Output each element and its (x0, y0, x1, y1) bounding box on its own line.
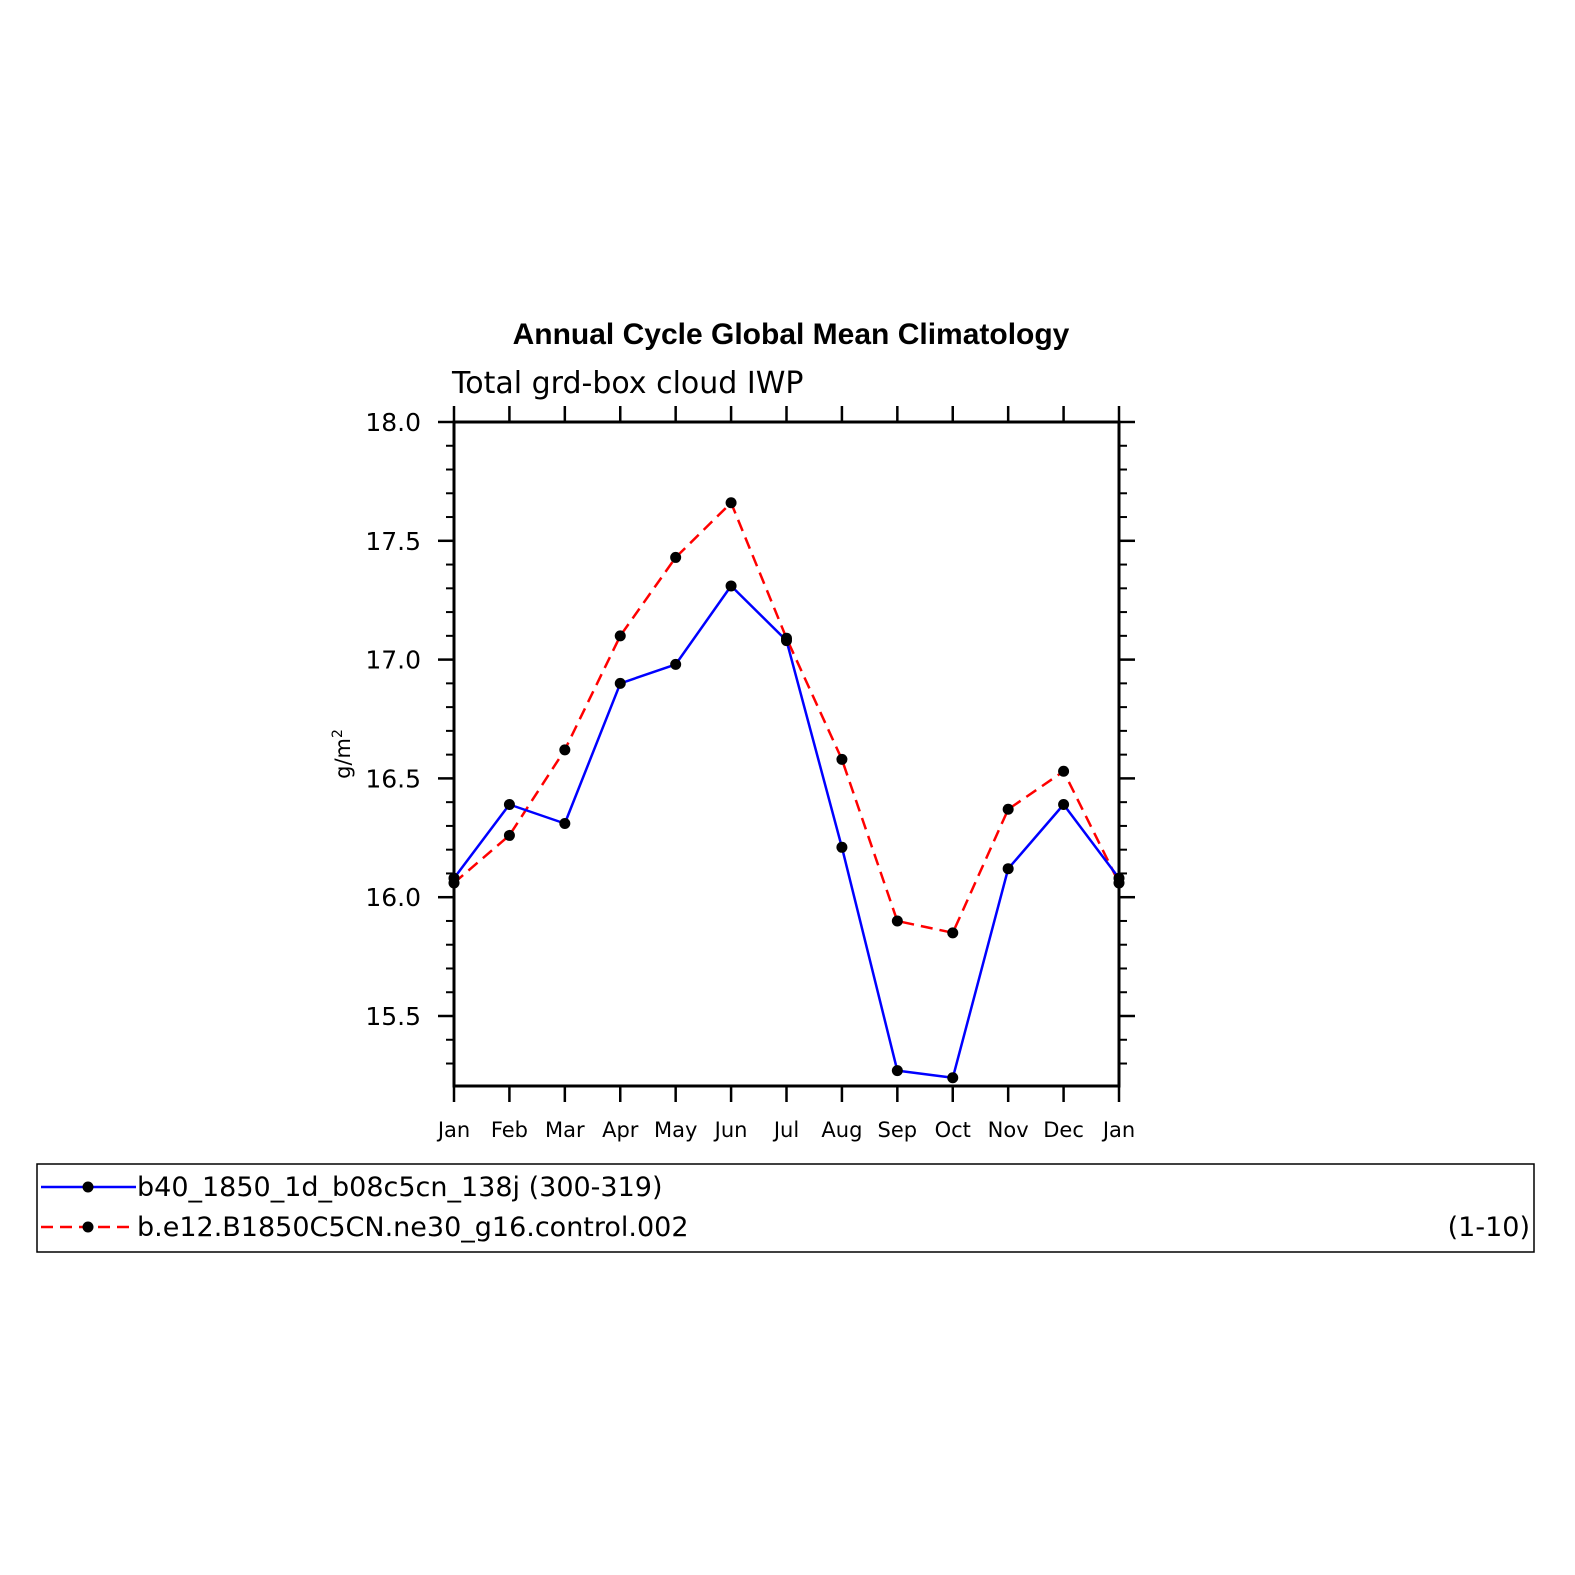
series-2-point (947, 927, 959, 939)
series-1-point (725, 580, 737, 592)
series-2-point (836, 753, 848, 765)
x-tick-label: Jul (772, 1118, 799, 1142)
y-tick-label: 17.0 (365, 646, 421, 675)
legend-years-series-2: (1-10) (1448, 1212, 1530, 1243)
plot-frame (452, 420, 1121, 1088)
series-1-point (836, 841, 848, 853)
series-1-point (947, 1072, 959, 1084)
y-tick-label: 16.5 (365, 764, 421, 793)
x-tick-label: Mar (545, 1118, 585, 1142)
x-tick-label: Jan (436, 1118, 470, 1142)
series-1-point (891, 1065, 903, 1077)
y-tick-labels: 18.0 17.5 17.0 16.5 16.0 15.5 (365, 408, 421, 1031)
y-tick-label: 17.5 (365, 527, 421, 556)
y-tick-label: 15.5 (365, 1002, 421, 1031)
x-tick-label: Apr (602, 1118, 639, 1142)
series-2-point (1058, 765, 1070, 777)
series-2-point (670, 551, 682, 563)
series-1-point (1058, 799, 1070, 811)
x-tick-label: Sep (878, 1118, 918, 1142)
chart-title: Annual Cycle Global Mean Climatology (513, 318, 1070, 351)
series-1-point (614, 677, 626, 689)
series-1-point (559, 818, 571, 830)
chart-subtitle: Total grd-box cloud IWP (451, 366, 803, 401)
legend-label-series-1: b40_1850_1d_b08c5cn_138j (300-319) (137, 1172, 663, 1203)
legend-box (36, 1163, 1535, 1253)
x-tick-label: Dec (1043, 1118, 1084, 1142)
series-1-point (503, 799, 515, 811)
legend-marker-series-2 (82, 1221, 94, 1233)
legend-marker-series-1 (82, 1181, 94, 1193)
series-2-point (1002, 803, 1014, 815)
series-1-point (670, 658, 682, 670)
x-tick-label: Oct (935, 1118, 971, 1142)
x-tick-labels: Jan Feb Mar Apr May Jun Jul Aug Sep Oct Nov Dec Jan (436, 1118, 1135, 1142)
series-2-point (891, 915, 903, 927)
x-tick-label: Jun (713, 1118, 748, 1142)
series-2-point (503, 829, 515, 841)
x-tick-label: May (654, 1118, 697, 1142)
y-tick-label: 16.0 (365, 883, 421, 912)
series-2-point (559, 744, 571, 756)
y-axis-label-base: g/m (331, 738, 355, 779)
y-axis-label: g/m2 (330, 729, 355, 779)
series-2-point (614, 630, 626, 642)
y-axis-label-superscript: 2 (330, 729, 346, 738)
series-2-point (725, 497, 737, 509)
y-tick-label: 18.0 (365, 408, 421, 437)
legend-label-series-2: b.e12.B1850C5CN.ne30_g16.control.002 (137, 1212, 689, 1243)
x-tick-label: Feb (491, 1118, 528, 1142)
x-tick-label: Jan (1101, 1118, 1135, 1142)
series-1-point (781, 635, 792, 647)
x-tick-label: Nov (988, 1118, 1029, 1142)
legend: b40_1850_1d_b08c5cn_138j (300-319) b.e12… (36, 1163, 1535, 1253)
x-tick-label: Aug (821, 1118, 862, 1142)
series-1-point (1002, 863, 1014, 875)
